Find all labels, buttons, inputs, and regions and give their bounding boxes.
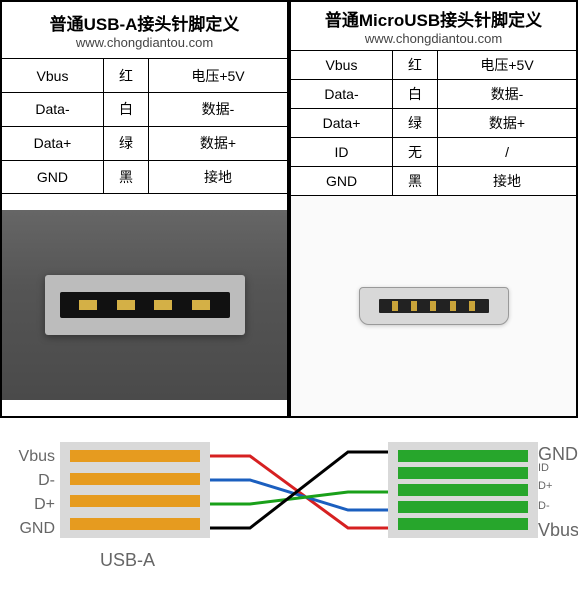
usb-a-photo: [2, 210, 287, 400]
table-cell: 无: [393, 138, 438, 167]
wiring-left-label: D+: [0, 496, 55, 514]
micro-title: 普通MicroUSB接头针脚定义: [293, 6, 574, 31]
micro-plug: [359, 287, 509, 325]
table-cell: 数据+: [438, 109, 577, 138]
wiring-left-label: Vbus: [0, 448, 55, 466]
table-cell: 绿: [393, 109, 438, 138]
usb-a-plug-inner: [60, 292, 230, 318]
micro-url: www.chongdiantou.com: [293, 31, 574, 46]
table-cell: 数据+: [149, 126, 289, 160]
table-cell: ID: [290, 138, 393, 167]
table-cell: /: [438, 138, 577, 167]
micro-rows: Vbus红电压+5V Data-白数据- Data+绿数据+ ID无/ GND黑接地: [290, 51, 577, 196]
table-cell: 黑: [103, 160, 148, 194]
table-cell: 白: [393, 80, 438, 109]
table-cell: 电压+5V: [149, 59, 289, 93]
usb-a-plug: [45, 275, 245, 335]
table-cell: GND: [290, 167, 393, 196]
usb-a-title: 普通USB-A接头针脚定义: [4, 10, 285, 35]
usb-a-rows: Vbus红电压+5V Data-白数据- Data+绿数据+ GND黑接地: [1, 59, 288, 194]
table-cell: 绿: [103, 126, 148, 160]
wiring-left-name: USB-A: [100, 550, 155, 571]
table-cell: Data-: [1, 92, 103, 126]
table-cell: 黑: [393, 167, 438, 196]
table-cell: Vbus: [290, 51, 393, 80]
root: 普通USB-A接头针脚定义 www.chongdiantou.com Vbus红…: [0, 0, 578, 572]
table-cell: 接地: [149, 160, 289, 194]
wiring-left-label: GND: [0, 520, 55, 538]
wiring-right-label: D-: [538, 500, 578, 512]
table-cell: 红: [103, 59, 148, 93]
table-cell: 数据-: [149, 92, 289, 126]
table-cell: 红: [393, 51, 438, 80]
wire-GND: [210, 452, 388, 528]
wiring-right-label: D+: [538, 480, 578, 492]
wiring-left-label: D-: [0, 472, 55, 490]
wiring-svg: [0, 422, 578, 572]
usb-a-table: 普通USB-A接头针脚定义 www.chongdiantou.com Vbus红…: [0, 0, 289, 418]
table-cell: 白: [103, 92, 148, 126]
table-cell: Data-: [290, 80, 393, 109]
table-cell: Data+: [1, 126, 103, 160]
wiring-right-label: Vbus: [538, 520, 578, 541]
wiring-diagram: USB-A VbusD-D+GND GNDIDD+D-Vbus: [0, 422, 578, 572]
table-cell: 电压+5V: [438, 51, 577, 80]
wiring-right-label: ID: [538, 462, 578, 474]
table-cell: Vbus: [1, 59, 103, 93]
table-cell: Data+: [290, 109, 393, 138]
table-cell: 接地: [438, 167, 577, 196]
micro-photo: [291, 196, 576, 416]
micro-usb-table: 普通MicroUSB接头针脚定义 www.chongdiantou.com Vb…: [289, 0, 578, 418]
micro-plug-inner: [379, 299, 489, 313]
table-cell: GND: [1, 160, 103, 194]
table-cell: 数据-: [438, 80, 577, 109]
usb-a-url: www.chongdiantou.com: [4, 35, 285, 50]
tables-row: 普通USB-A接头针脚定义 www.chongdiantou.com Vbus红…: [0, 0, 578, 418]
